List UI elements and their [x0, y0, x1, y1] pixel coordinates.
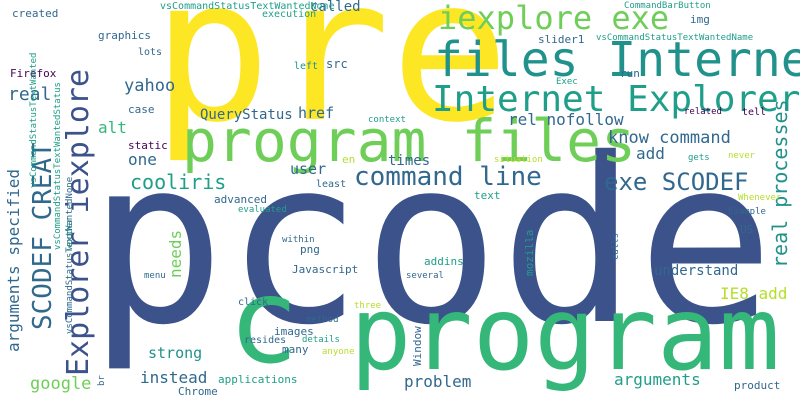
word-tell: tell	[742, 107, 767, 118]
word-vs-name: vsCommandStatusTextWantedName	[596, 33, 754, 43]
word-calls: calls	[611, 232, 621, 260]
word-vs-vert3: vsCommandStatusTextWantedNone	[65, 176, 75, 334]
word-arguments: arguments	[614, 370, 701, 389]
word-arguments-specified: arguments specified	[4, 168, 23, 352]
word-evaluated: evaluated	[238, 205, 287, 215]
word-program: program	[350, 275, 780, 394]
word-gets: gets	[688, 153, 710, 163]
word-exe-scodef: exe SCODEF	[604, 168, 749, 196]
word-within: within	[282, 235, 315, 245]
word-execution: execution	[262, 9, 317, 20]
word-chrome: Chrome	[178, 385, 218, 398]
word-slider1: slider1	[538, 33, 585, 46]
word-pcode: pcode	[88, 109, 775, 375]
word-three: three	[354, 301, 382, 311]
word-user: user	[290, 160, 327, 178]
word-commandbarbutton: CommandBarButton	[624, 1, 711, 11]
word-href: href	[298, 104, 335, 122]
word-text: text	[474, 189, 501, 202]
word-context: context	[368, 115, 406, 125]
word-files-internet: files Internet	[434, 32, 800, 88]
word-understand: understand	[654, 263, 739, 279]
word-needs: needs	[166, 229, 185, 278]
word-real: real	[8, 84, 52, 105]
word-yahoo: yahoo	[124, 76, 176, 96]
word-applications: applications	[218, 373, 298, 386]
word-static: static	[128, 139, 168, 152]
word-vs-none: vsCommandStatusTextWantedNone	[160, 1, 335, 12]
word-menu: menu	[144, 271, 166, 281]
word-iexplore-exe: iexplore exe	[438, 0, 670, 37]
word-resides: resides	[244, 335, 287, 346]
word-one: one	[128, 150, 157, 169]
word-rel-nofollow: rel nofollow	[508, 110, 624, 129]
word-internet-explorer: Internet Explorer	[432, 79, 800, 120]
word-several: several	[406, 271, 444, 281]
word-javascript: Javascript	[292, 263, 359, 276]
word-least: least	[316, 179, 347, 190]
word-product: product	[734, 379, 781, 392]
word-add: add	[636, 144, 665, 163]
word-src: src	[326, 57, 348, 71]
word-method: method	[306, 315, 339, 325]
word-details: details	[302, 335, 340, 345]
word-addins: addins	[424, 255, 464, 268]
word-graphics: graphics	[98, 29, 151, 42]
word-related: related	[684, 107, 722, 117]
word-ie8-add: IE8 add	[720, 284, 788, 303]
word-cooliris: cooliris	[130, 170, 227, 194]
word-run: run	[620, 67, 640, 80]
word-c: c	[228, 252, 300, 390]
word-vs-status: vsCommandStatusTextWantedStatus	[53, 82, 63, 250]
word-many: many	[282, 343, 309, 356]
word-br: br	[97, 375, 107, 386]
word-real-processes: real processes	[768, 99, 792, 268]
word-left: left	[294, 61, 319, 72]
word-vs-wanted: vsCommandStatusTextWanted	[29, 52, 39, 188]
word-click: click	[238, 297, 269, 308]
word-program-files: program files	[182, 107, 636, 175]
word-anyone: anyone	[322, 347, 355, 357]
word-en: en	[342, 153, 356, 166]
word-lots: lots	[138, 47, 163, 58]
word-pre: pre	[152, 0, 510, 166]
word-querystatus: QueryStatus	[200, 107, 293, 123]
word-instead: instead	[140, 368, 208, 387]
word-know-command: know command	[608, 128, 731, 148]
word-times: times	[388, 153, 431, 169]
word-example: Example	[728, 207, 766, 217]
word-exec: Exec	[556, 77, 578, 87]
word-alt: alt	[98, 118, 127, 137]
word-case: case	[128, 103, 155, 116]
word-img: img	[690, 13, 710, 26]
word-images: images	[274, 325, 314, 338]
word-firefox: Firefox	[10, 67, 57, 80]
word-png: png	[300, 243, 320, 256]
word-google: google	[30, 374, 92, 394]
word-mozilla: mozilla	[523, 229, 536, 276]
word-called-top: called	[310, 0, 361, 15]
word-whenever: Whenever	[738, 193, 782, 203]
word-never: never	[728, 151, 756, 161]
word-advanced: advanced	[214, 193, 267, 206]
word-window: Window	[411, 326, 424, 366]
word-problem: problem	[404, 372, 472, 391]
word-command-line: command line	[354, 162, 542, 192]
word-created: created	[12, 7, 59, 20]
word-strong: strong	[148, 344, 203, 362]
word-us: US	[740, 223, 754, 236]
word-situation: situation	[494, 155, 543, 165]
